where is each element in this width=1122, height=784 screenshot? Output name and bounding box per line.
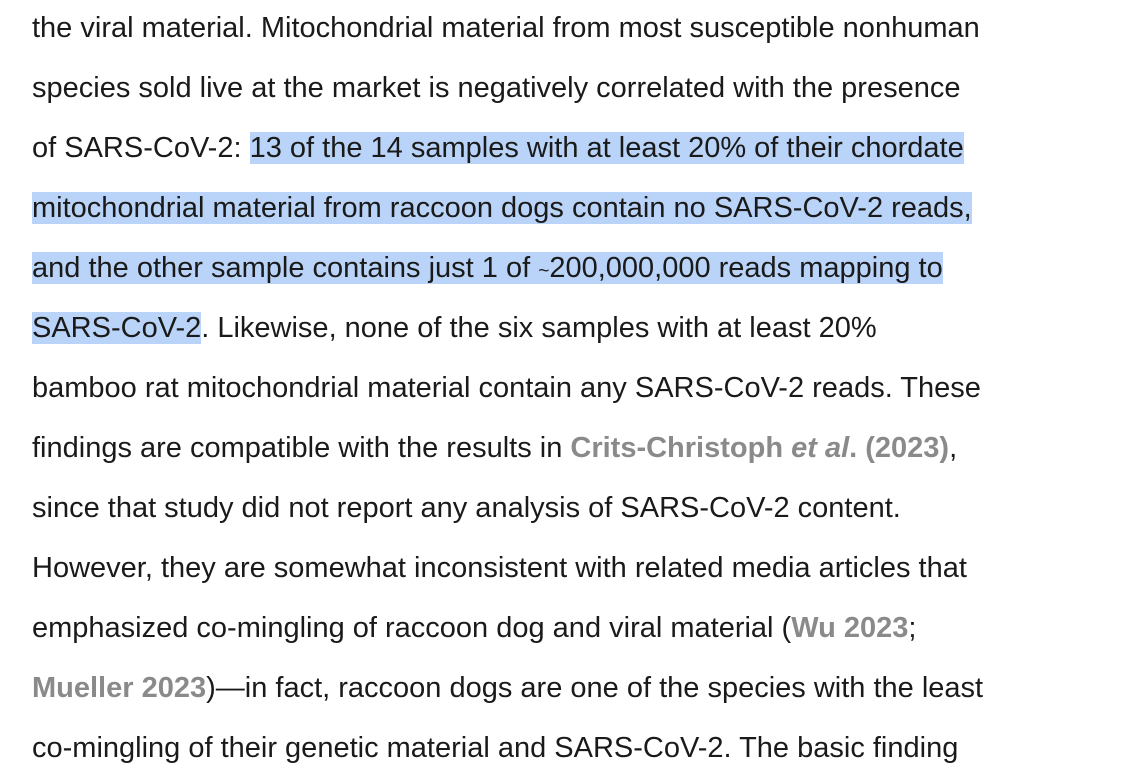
text-segment: species sold live at the market is negat… [32,72,961,104]
text-segment: since that study did not report any anal… [32,492,901,524]
text-segment: , [949,432,958,464]
text-segment: findings are compatible with the results… [32,432,571,464]
text-segment: emphasized co-mingling of raccoon dog an… [32,612,792,644]
selected-text[interactable]: SARS-CoV-2 [32,312,202,344]
citation-link-crits-christoph[interactable]: Crits-Christoph et al. (2023) [570,432,949,464]
citation-text: . (2023) [849,432,950,464]
text-line-3: of SARS-CoV-2: 13 of the 14 samples with… [32,130,964,166]
citation-text: Crits-Christoph [570,432,792,464]
tilde-symbol: ~ [538,261,550,282]
text-line-8: findings are compatible with the results… [32,430,957,466]
text-segment: the viral material. Mitochondrial materi… [32,12,980,44]
text-line-2: species sold live at the market is negat… [32,70,960,106]
text-line-5: and the other sample contains just 1 of … [32,250,943,290]
selected-text[interactable]: and the other sample contains just 1 of … [32,252,943,284]
text-line-11: emphasized co-mingling of raccoon dog an… [32,610,916,646]
text-segment: 200,000,000 reads mapping to [549,252,943,284]
text-line-10: However, they are somewhat inconsistent … [32,550,967,586]
text-segment: ; [908,612,917,644]
text-line-12: Mueller 2023)—in fact, raccoon dogs are … [32,670,983,706]
text-line-6: SARS-CoV-2. Likewise, none of the six sa… [32,310,877,346]
text-line-1: the viral material. Mitochondrial materi… [32,10,980,46]
text-line-4: mitochondrial material from raccoon dogs… [32,190,972,226]
citation-link-mueller[interactable]: Mueller 2023 [32,672,207,704]
text-segment: of SARS-CoV-2: [32,132,250,164]
text-line-9: since that study did not report any anal… [32,490,901,526]
citation-text-italic: et al [791,432,850,464]
text-segment: )—in fact, raccoon dogs are one of the s… [206,672,984,704]
citation-link-wu[interactable]: Wu 2023 [791,612,909,644]
text-line-13: co-mingling of their genetic material an… [32,730,958,766]
text-line-7: bamboo rat mitochondrial material contai… [32,370,981,406]
text-segment: bamboo rat mitochondrial material contai… [32,372,981,404]
text-segment: . Likewise, none of the six samples with… [201,312,877,344]
selected-text[interactable]: 13 of the 14 samples with at least 20% o… [249,132,964,164]
selected-text[interactable]: mitochondrial material from raccoon dogs… [32,192,972,224]
text-segment: co-mingling of their genetic material an… [32,732,959,764]
text-segment: However, they are somewhat inconsistent … [32,552,967,584]
text-segment: and the other sample contains just 1 of [32,252,539,284]
